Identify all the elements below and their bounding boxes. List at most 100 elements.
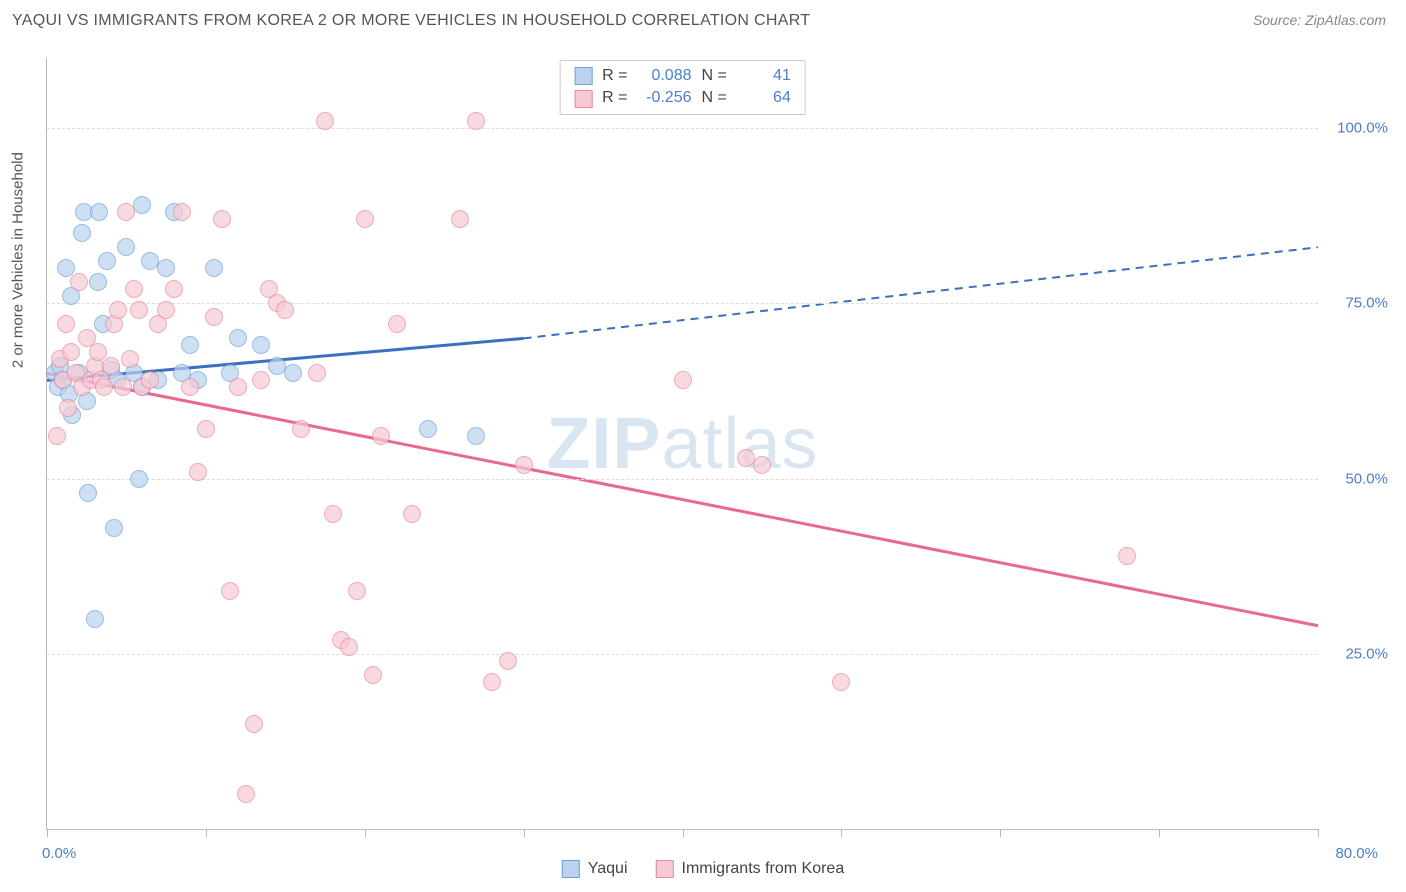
y-tick-label: 50.0%	[1345, 470, 1388, 487]
gridline	[47, 654, 1318, 655]
data-point	[130, 470, 148, 488]
data-point	[86, 610, 104, 628]
data-point	[324, 505, 342, 523]
y-tick-label: 100.0%	[1337, 120, 1388, 137]
trend-line-dashed	[524, 247, 1318, 338]
data-point	[419, 420, 437, 438]
data-point	[205, 308, 223, 326]
legend-item: Yaqui	[562, 860, 628, 878]
data-point	[130, 301, 148, 319]
gridline	[47, 479, 1318, 480]
data-point	[157, 301, 175, 319]
x-tick	[365, 829, 366, 837]
x-axis-max-label: 80.0%	[1335, 845, 1378, 862]
gridline	[47, 128, 1318, 129]
data-point	[364, 666, 382, 684]
data-point	[98, 252, 116, 270]
stat-r-label: R =	[602, 65, 627, 87]
stat-n-label: N =	[702, 65, 727, 87]
stat-n-label: N =	[702, 87, 727, 109]
data-point	[356, 210, 374, 228]
y-axis-title: 2 or more Vehicles in Household	[10, 152, 27, 368]
data-point	[832, 673, 850, 691]
x-tick	[524, 829, 525, 837]
data-point	[284, 364, 302, 382]
data-point	[59, 399, 77, 417]
data-point	[451, 210, 469, 228]
data-point	[125, 280, 143, 298]
y-tick-label: 25.0%	[1345, 645, 1388, 662]
data-point	[340, 638, 358, 656]
legend-label: Yaqui	[588, 860, 628, 878]
data-point	[276, 301, 294, 319]
data-point	[229, 378, 247, 396]
x-tick	[841, 829, 842, 837]
stat-n-value: 64	[737, 87, 791, 109]
data-point	[95, 378, 113, 396]
data-point	[467, 427, 485, 445]
legend-swatch	[656, 860, 674, 878]
scatter-chart: ZIPatlas R =0.088N =41R =-0.256N =64 25.…	[46, 58, 1318, 830]
legend-swatch	[574, 67, 592, 85]
stat-r-label: R =	[602, 87, 627, 109]
data-point	[181, 378, 199, 396]
data-point	[109, 301, 127, 319]
data-point	[114, 378, 132, 396]
data-point	[292, 420, 310, 438]
data-point	[308, 364, 326, 382]
x-tick	[1159, 829, 1160, 837]
chart-title: YAQUI VS IMMIGRANTS FROM KOREA 2 OR MORE…	[12, 12, 810, 30]
stat-r-value: 0.088	[638, 65, 692, 87]
data-point	[221, 582, 239, 600]
y-tick-label: 75.0%	[1345, 295, 1388, 312]
data-point	[90, 203, 108, 221]
legend-swatch	[562, 860, 580, 878]
data-point	[316, 112, 334, 130]
x-axis-min-label: 0.0%	[42, 845, 76, 862]
data-point	[79, 484, 97, 502]
x-tick	[47, 829, 48, 837]
data-point	[252, 371, 270, 389]
series-legend: Yaqui Immigrants from Korea	[562, 860, 844, 878]
legend-item: Immigrants from Korea	[656, 860, 845, 878]
data-point	[141, 371, 159, 389]
data-point	[674, 371, 692, 389]
data-point	[173, 203, 191, 221]
data-point	[121, 350, 139, 368]
watermark: ZIPatlas	[546, 403, 818, 485]
data-point	[403, 505, 421, 523]
stat-r-value: -0.256	[638, 87, 692, 109]
data-point	[117, 238, 135, 256]
data-point	[157, 259, 175, 277]
data-point	[102, 357, 120, 375]
data-point	[197, 420, 215, 438]
data-point	[467, 112, 485, 130]
correlation-stats-box: R = 0.088 N = 41 R = -0.256 N = 64	[559, 60, 806, 115]
legend-swatch	[574, 90, 592, 108]
data-point	[237, 785, 255, 803]
stat-n-value: 41	[737, 65, 791, 87]
data-point	[483, 673, 501, 691]
data-point	[89, 273, 107, 291]
data-point	[1118, 547, 1136, 565]
legend-label: Immigrants from Korea	[682, 860, 845, 878]
data-point	[57, 315, 75, 333]
data-point	[245, 715, 263, 733]
source-attribution: Source: ZipAtlas.com	[1253, 12, 1386, 28]
stats-row: R = -0.256 N = 64	[574, 87, 791, 109]
data-point	[499, 652, 517, 670]
data-point	[348, 582, 366, 600]
data-point	[229, 329, 247, 347]
data-point	[73, 224, 91, 242]
data-point	[753, 456, 771, 474]
data-point	[181, 336, 199, 354]
data-point	[117, 203, 135, 221]
gridline	[47, 303, 1318, 304]
x-tick	[1000, 829, 1001, 837]
x-tick	[206, 829, 207, 837]
data-point	[515, 456, 533, 474]
data-point	[252, 336, 270, 354]
x-tick	[683, 829, 684, 837]
stats-row: R = 0.088 N = 41	[574, 65, 791, 87]
x-tick	[1318, 829, 1319, 837]
